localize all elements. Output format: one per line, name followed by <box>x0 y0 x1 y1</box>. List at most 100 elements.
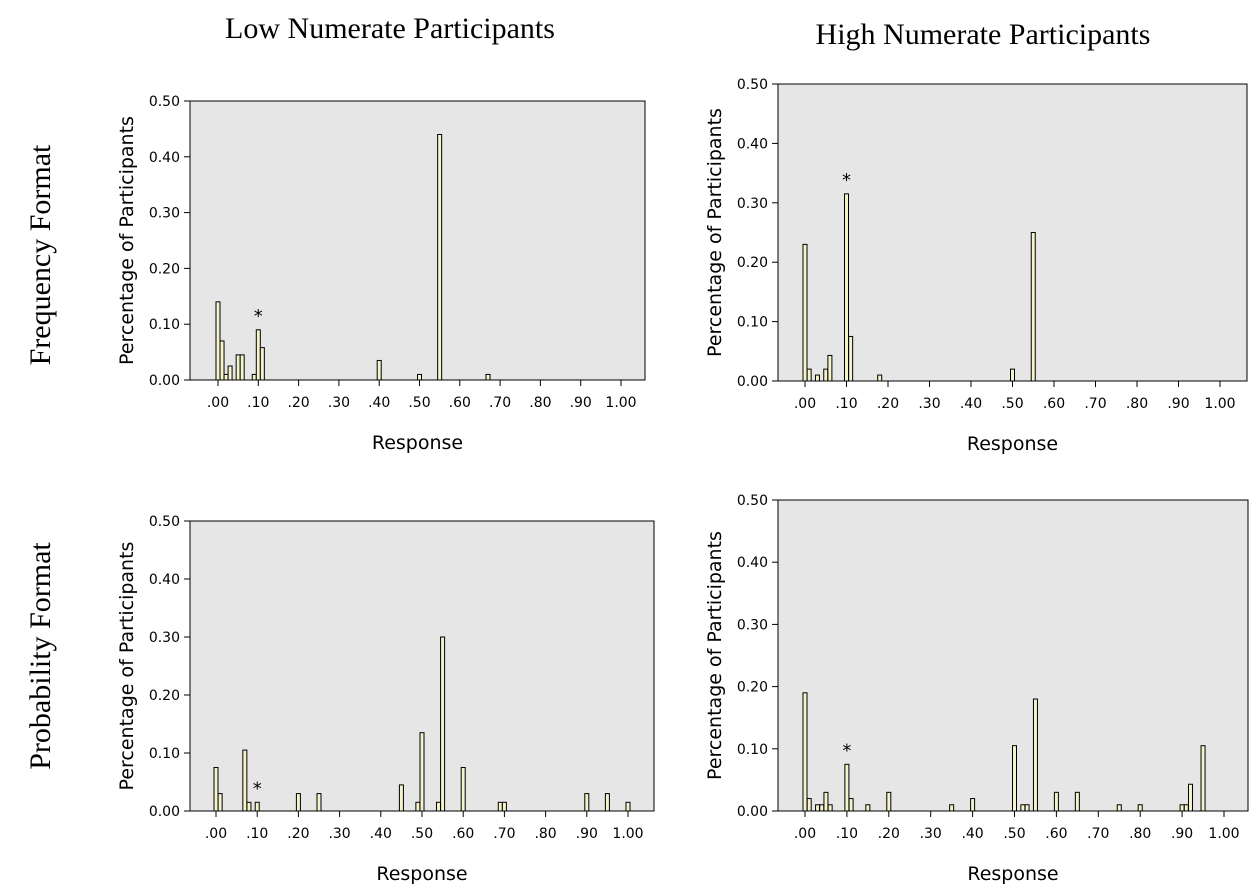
x-tick-label: .30 <box>328 826 350 842</box>
x-tick-label: .80 <box>534 826 556 842</box>
bar <box>815 804 821 812</box>
y-tick-label: 0.30 <box>149 630 180 646</box>
bar <box>501 801 507 812</box>
bar <box>417 373 422 381</box>
y-tick-label: 0.40 <box>737 555 768 571</box>
bar <box>246 801 252 812</box>
bar <box>1010 368 1015 382</box>
bar <box>295 793 301 812</box>
bar <box>415 801 421 812</box>
bar <box>802 243 808 382</box>
x-tick-label: .50 <box>1003 826 1025 842</box>
annotation-asterisk: * <box>253 778 262 799</box>
x-tick-label: 1.00 <box>1208 826 1239 842</box>
column-title-high-numerate: High Numerate Participants <box>816 18 1151 51</box>
y-tick-label: 0.50 <box>149 94 180 110</box>
y-tick-label: 0.40 <box>149 572 180 588</box>
y-tick-label: 0.40 <box>737 136 768 152</box>
y-tick-label: 0.30 <box>149 206 180 222</box>
bar <box>460 767 466 812</box>
x-tick-label: .20 <box>287 395 309 411</box>
y-tick-label: 0.30 <box>737 196 768 212</box>
x-tick-label: .30 <box>920 826 942 842</box>
y-tick-label: 0.00 <box>149 373 180 389</box>
x-tick-label: .70 <box>1087 826 1109 842</box>
bar <box>217 793 223 812</box>
y-tick-label: 0.30 <box>737 617 768 633</box>
x-tick-label: .20 <box>877 396 899 412</box>
bar <box>806 798 812 812</box>
bar <box>1179 804 1185 812</box>
y-axis-title: Percentage of Participants <box>116 116 138 365</box>
bar <box>235 354 241 381</box>
y-tick-label: 0.00 <box>737 804 768 820</box>
bar <box>1116 804 1122 812</box>
x-tick-label: .00 <box>794 396 816 412</box>
x-tick-label: .80 <box>1129 826 1151 842</box>
x-tick-label: .80 <box>529 395 551 411</box>
x-tick-label: .90 <box>576 826 598 842</box>
x-tick-label: .20 <box>287 826 309 842</box>
x-tick-label: .00 <box>794 826 816 842</box>
bar <box>802 692 808 812</box>
x-tick-label: .40 <box>368 395 390 411</box>
bar <box>823 368 829 382</box>
bar <box>1024 804 1030 812</box>
bar <box>970 798 976 812</box>
y-tick-label: 0.10 <box>149 317 180 333</box>
bar <box>806 368 812 382</box>
x-tick-label: .80 <box>1126 396 1148 412</box>
x-tick-label: .60 <box>452 826 474 842</box>
x-axis-title: Response <box>967 433 1058 455</box>
x-axis-title: Response <box>967 863 1058 885</box>
bar <box>1074 791 1080 812</box>
x-tick-label: .00 <box>205 826 227 842</box>
bar <box>255 329 261 381</box>
x-tick-label: 1.00 <box>612 826 643 842</box>
bar <box>827 804 833 812</box>
bar <box>819 804 825 812</box>
bar <box>844 763 850 812</box>
y-tick-label: 0.10 <box>737 742 768 758</box>
bar <box>1183 804 1189 812</box>
bar <box>1200 745 1206 812</box>
annotation-asterisk: * <box>842 170 851 191</box>
x-tick-label: .30 <box>328 395 350 411</box>
x-tick-label: .50 <box>1001 396 1023 412</box>
chart-high-probability: 0.00 0.10 0.20 0.30 0.40 0.50 .00 .10 .20 .30 .40.… <box>704 493 1249 885</box>
bar <box>625 801 631 812</box>
bar <box>219 340 225 381</box>
bar <box>239 354 245 381</box>
y-tick-label: 0.00 <box>737 374 768 390</box>
y-tick-label: 0.10 <box>149 746 180 762</box>
bar <box>254 801 260 812</box>
bar <box>1032 698 1038 812</box>
bar <box>1012 745 1017 812</box>
x-tick-label: 1.00 <box>605 395 636 411</box>
bar <box>865 804 871 812</box>
x-tick-label: .10 <box>247 395 269 411</box>
x-tick-label: .70 <box>489 395 511 411</box>
y-tick-label: 0.50 <box>737 493 768 509</box>
bar <box>844 193 849 382</box>
bar <box>435 801 441 812</box>
annotation-asterisk: * <box>842 740 851 761</box>
x-tick-label: .20 <box>878 826 900 842</box>
bar <box>823 791 829 812</box>
bar <box>604 793 610 812</box>
bar <box>485 373 491 381</box>
y-axis-title: Percentage of Participants <box>116 542 138 791</box>
x-tick-label: .90 <box>570 395 592 411</box>
bar <box>1020 804 1026 812</box>
plot-area <box>189 100 646 381</box>
bar <box>398 784 404 812</box>
x-tick-label: .50 <box>408 395 430 411</box>
x-tick-label: .00 <box>207 395 229 411</box>
bar <box>1053 791 1059 812</box>
x-tick-label: .90 <box>1171 826 1193 842</box>
x-tick-label: .60 <box>449 395 471 411</box>
bar <box>437 133 443 381</box>
bar <box>814 374 820 382</box>
x-tick-label: .70 <box>1084 396 1106 412</box>
